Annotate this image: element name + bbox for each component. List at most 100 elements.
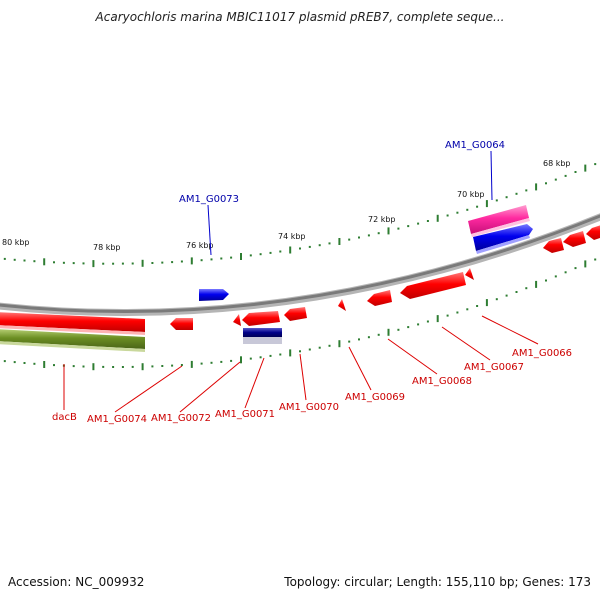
minor-tick [495,199,498,202]
minor-tick [279,353,282,356]
major-tick [584,164,587,172]
minor-tick [13,361,16,364]
major-tick [436,214,439,222]
minor-tick [171,261,174,264]
minor-tick [269,251,272,254]
minor-tick [259,356,262,359]
minor-tick [417,323,420,326]
minor-tick [121,262,124,265]
minor-tick [466,208,469,211]
gene-label-am1-g0074: AM1_G0074 [87,414,147,425]
kbp-label-68: 68 kbp [543,159,571,168]
minor-tick [3,360,6,363]
minor-tick [397,328,400,331]
minor-tick [210,361,213,364]
minor-tick [161,261,164,264]
major-tick [141,363,144,371]
gene-label-am1-g0070: AM1_G0070 [279,402,339,413]
major-tick [92,260,95,268]
minor-tick [328,344,331,347]
minor-tick [180,364,183,366]
minor-tick [515,192,518,195]
major-tick [535,183,538,191]
minor-tick [407,326,410,329]
gene-label-am1-g0067: AM1_G0067 [464,362,524,373]
minor-tick [33,260,36,263]
kbp-label-80: 80 kbp [2,238,30,247]
minor-tick [112,366,115,368]
minor-tick [564,174,567,177]
minor-tick [259,253,262,256]
map-title: Acaryochloris marina MBIC11017 plasmid p… [95,10,505,24]
leader-lines [63,150,539,413]
gene-label-dacb: dacB [52,412,77,423]
minor-tick [525,287,528,290]
minor-tick [82,262,85,265]
genome-summary-text: Topology: circular; Length: 155,110 bp; … [284,575,591,589]
minor-tick [318,244,321,247]
minor-tick [594,258,597,261]
minor-tick [82,365,85,368]
minor-tick [112,262,115,265]
minor-tick [525,189,528,192]
accession-text: Accession: NC_009932 [8,575,145,589]
minor-tick [13,258,16,261]
forward-cds [199,224,533,301]
minor-tick [545,279,547,282]
minor-tick [72,262,75,265]
backbone [0,213,600,317]
minor-tick [269,354,272,357]
minor-tick [358,338,360,341]
pink-feature [468,205,530,237]
minor-tick [417,222,420,225]
major-tick [92,363,95,371]
minor-tick [230,359,233,362]
minor-tick [476,205,479,208]
minor-tick [131,365,134,368]
minor-tick [426,320,429,323]
minor-tick [249,254,252,257]
minor-tick [171,364,174,367]
minor-tick [200,362,203,365]
minor-tick [102,262,105,265]
minor-tick [72,365,75,368]
minor-tick [397,227,400,230]
minor-tick [564,271,567,274]
gene-labels: AM1_G0064 AM1_G0073 dacB AM1_G0074 AM1_G… [52,140,572,425]
major-tick [190,360,193,368]
minor-tick [446,214,449,217]
major-tick [240,253,242,260]
kbp-labels: 68 kbp 70 kbp 72 kbp 74 kbp 76 kbp 78 kb… [2,159,571,252]
major-tick [387,328,390,336]
major-tick [240,356,242,364]
minor-tick [230,256,233,259]
minor-tick [33,362,36,365]
major-tick [289,349,292,357]
minor-tick [102,365,105,368]
minor-tick [23,259,26,262]
major-tick [584,260,587,268]
major-tick [190,257,193,265]
major-tick [338,340,341,348]
minor-tick [328,242,331,245]
gene-label-am1-g0069: AM1_G0069 [345,392,405,403]
gene-label-am1-g0073: AM1_G0073 [179,194,239,205]
minor-tick [545,182,547,185]
gene-label-am1-g0066: AM1_G0066 [512,348,572,359]
gene-label-am1-g0068: AM1_G0068 [412,376,472,387]
minor-tick [299,350,301,353]
major-tick [43,361,46,368]
minor-tick [594,163,597,166]
minor-tick [180,260,183,263]
minor-tick [53,364,55,367]
major-tick [387,227,390,235]
minor-tick [151,262,154,264]
major-tick [43,258,46,266]
minor-tick [308,348,311,351]
minor-tick [476,305,479,307]
gene-label-am1-g0071: AM1_G0071 [215,409,275,420]
minor-tick [131,262,134,265]
minor-tick [220,257,223,260]
reverse-cds [170,225,600,330]
